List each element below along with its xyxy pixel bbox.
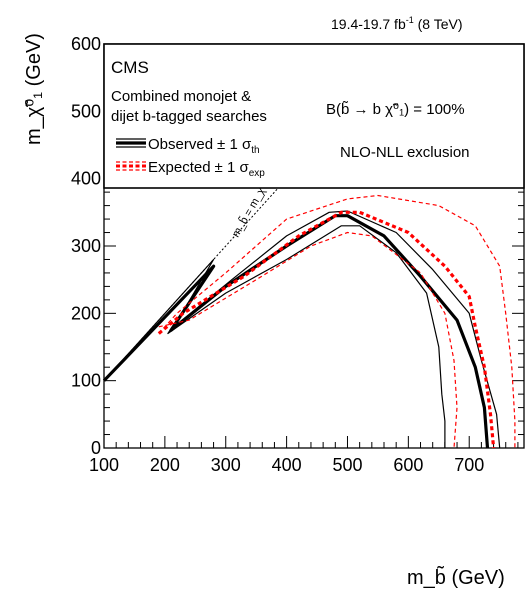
y-tick-label: 0 [91, 438, 101, 458]
x-axis-title: m_b̃ (GeV) [407, 566, 505, 589]
x-tick-label: 500 [332, 455, 362, 475]
x-tick-label: 100 [89, 455, 119, 475]
legend-observed: Observed ± 1 σth [116, 136, 260, 156]
analysis-line1: Combined monojet & [111, 88, 251, 105]
legend-expected: Expected ± 1 σexp [116, 159, 265, 179]
diagonal-label: m_b̃ = m_χ̃ [229, 182, 270, 239]
analysis-line2: dijet b-tagged searches [111, 108, 267, 125]
y-tick-label: 100 [71, 371, 101, 391]
legend-box [103, 43, 525, 189]
legend-observed-text: Observed ± 1 σth [148, 136, 260, 156]
legend-expected-text: Expected ± 1 σexp [148, 159, 265, 179]
y-tick-label: 200 [71, 303, 101, 323]
diagonal-line [103, 164, 300, 382]
y-tick-label: 500 [71, 101, 101, 121]
series-line-expected-band [158, 194, 516, 448]
series-line-expected-band [158, 231, 458, 449]
y-tick-label: 400 [71, 169, 101, 189]
x-tick-label: 400 [272, 455, 302, 475]
br-label: B(b̃ → b χ̃⁰₁) = 100% [326, 101, 465, 118]
order-label: NLO-NLL exclusion [340, 144, 470, 161]
x-tick-label: 200 [150, 455, 180, 475]
lumi-label: 19.4-19.7 fb-1 (8 TeV) [331, 15, 463, 32]
y-axis-title: m_χ̃⁰₁ (GeV) [23, 33, 45, 145]
series-line-observed-band [103, 210, 501, 449]
series-line-expected-central [157, 210, 496, 449]
series-line-observed-central [102, 214, 490, 449]
y-tick-label: 600 [71, 34, 101, 54]
y-tick-label: 300 [71, 236, 101, 256]
x-tick-label: 700 [454, 455, 484, 475]
cms-label: CMS [111, 58, 149, 77]
series-line-observed-band [103, 225, 446, 448]
x-tick-label: 600 [393, 455, 423, 475]
x-tick-label: 300 [211, 455, 241, 475]
